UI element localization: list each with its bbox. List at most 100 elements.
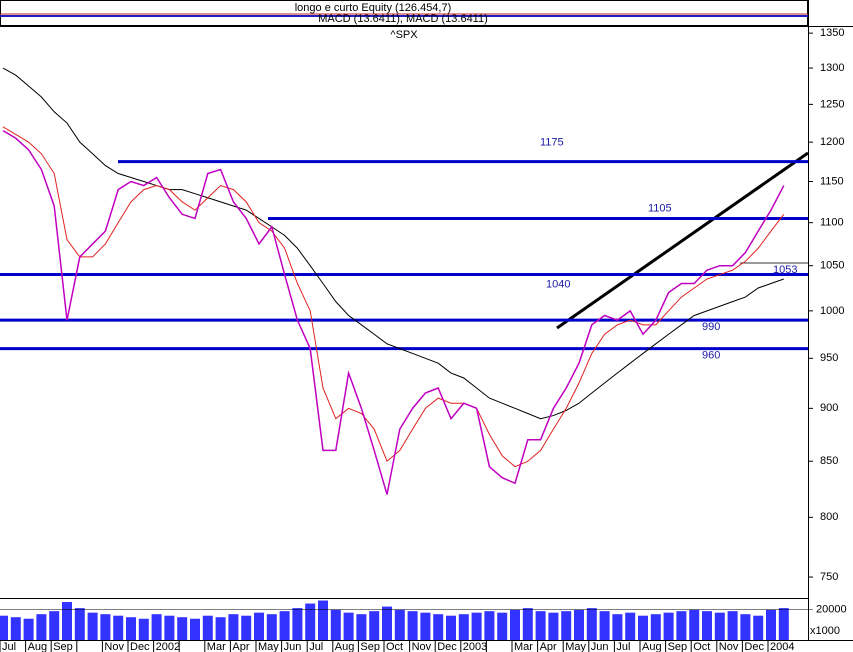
volume-bar [548, 612, 559, 640]
volume-tick-label: 20000 [816, 604, 847, 616]
x-tick-label: 2003 [463, 641, 487, 652]
volume-bar [753, 615, 764, 640]
y-tick-label: 1350 [820, 27, 844, 39]
volume-bar [714, 612, 725, 640]
volume-bar [702, 611, 712, 640]
x-tick-label: Jun [284, 641, 302, 652]
volume-bar [74, 608, 85, 640]
volume-bar [484, 611, 495, 640]
volume-bar [10, 617, 21, 640]
y-tick-label: 950 [820, 352, 838, 364]
volume-bar [689, 609, 700, 640]
volume-bar [0, 615, 8, 640]
volume-bar [599, 611, 610, 640]
y-tick-label: 1050 [820, 260, 844, 272]
volume-bar [433, 614, 444, 640]
price-line [2, 67, 784, 420]
volume-bar [292, 608, 303, 640]
volume-bar [62, 602, 72, 640]
volume-bar [586, 608, 597, 640]
x-tick-label: Sep [53, 641, 73, 652]
volume-bar [446, 615, 456, 640]
volume-bar [87, 612, 98, 640]
x-tick-label: Jul [616, 641, 630, 652]
volume-bar [113, 615, 124, 640]
volume-bar [356, 614, 367, 640]
volume-bar [394, 609, 405, 640]
x-tick-label: Sep [360, 641, 380, 652]
volume-bar [151, 614, 162, 640]
x-tick-label: Aug [28, 641, 48, 652]
x-tick-label: Dec [437, 641, 457, 652]
volume-bar [420, 612, 431, 640]
volume-bar [663, 612, 674, 640]
volume-bar [228, 614, 239, 640]
level-label: 1175 [540, 137, 564, 149]
y-tick-label: 850 [820, 455, 838, 467]
trend-line [556, 151, 809, 330]
volume-bar [458, 614, 469, 640]
volume-bar [766, 609, 776, 640]
volume-bar [305, 603, 316, 640]
x-tick-label: Apr [540, 641, 557, 652]
volume-bar [497, 612, 508, 640]
level-label: 960 [702, 350, 720, 362]
x-tick-label: Mar [207, 641, 226, 652]
volume-bar [138, 618, 149, 640]
volume-bar [23, 618, 34, 640]
y-tick-label: 900 [820, 402, 838, 414]
volume-bar [574, 609, 584, 640]
x-tick-label: 2004 [770, 641, 794, 652]
volume-bar [522, 608, 533, 640]
volume-bar [740, 614, 751, 640]
x-tick-label: Jun [591, 641, 609, 652]
x-tick-label: 2002 [156, 641, 180, 652]
volume-bar [36, 614, 47, 640]
x-tick-label: Aug [642, 641, 662, 652]
x-tick-label: Sep [668, 641, 688, 652]
indicator-panel [0, 0, 808, 26]
volume-bar [100, 614, 111, 640]
price-line [2, 129, 785, 495]
y-tick-label: 800 [820, 511, 838, 523]
volume-bar [407, 611, 418, 640]
header-text: MACD (13.6411), MACD (13.6411) [318, 13, 488, 25]
volume-bar [266, 614, 277, 640]
volume-bar [164, 615, 175, 640]
volume-bar [190, 618, 200, 640]
x-tick-label: May [258, 641, 279, 652]
x-tick-label: Nov [412, 641, 432, 652]
x-tick-label: Oct [386, 641, 403, 652]
x-tick-label: Apr [232, 641, 249, 652]
volume-bar [625, 612, 636, 640]
volume-bar [382, 606, 392, 640]
y-tick-label: 1200 [820, 136, 844, 148]
volume-bar [343, 612, 354, 640]
volume-bar [369, 611, 380, 640]
volume-bar [318, 600, 328, 640]
y-tick-label: 1000 [820, 305, 844, 317]
volume-bar [471, 612, 482, 640]
volume-bar [215, 617, 226, 640]
level-label: 1053 [773, 264, 797, 276]
x-tick-label: May [565, 641, 586, 652]
x-tick-label: Dec [744, 641, 764, 652]
volume-bar [177, 617, 188, 640]
x-tick-label: Aug [335, 641, 355, 652]
volume-bar [778, 608, 789, 640]
volume-bar [202, 615, 213, 640]
volume-bar [126, 617, 136, 640]
level-label: 990 [702, 321, 720, 333]
volume-unit: x1000 [810, 625, 840, 637]
header-text: longo e curto Equity (126.454,7) [295, 2, 452, 14]
volume-bar [510, 609, 520, 640]
x-tick-label: Jul [2, 641, 16, 652]
x-tick-label: Oct [693, 641, 710, 652]
volume-bar [49, 611, 60, 640]
y-tick-label: 750 [820, 571, 838, 583]
level-label: 1105 [648, 202, 672, 214]
volume-bar [638, 615, 648, 640]
x-tick-label: Nov [719, 641, 739, 652]
